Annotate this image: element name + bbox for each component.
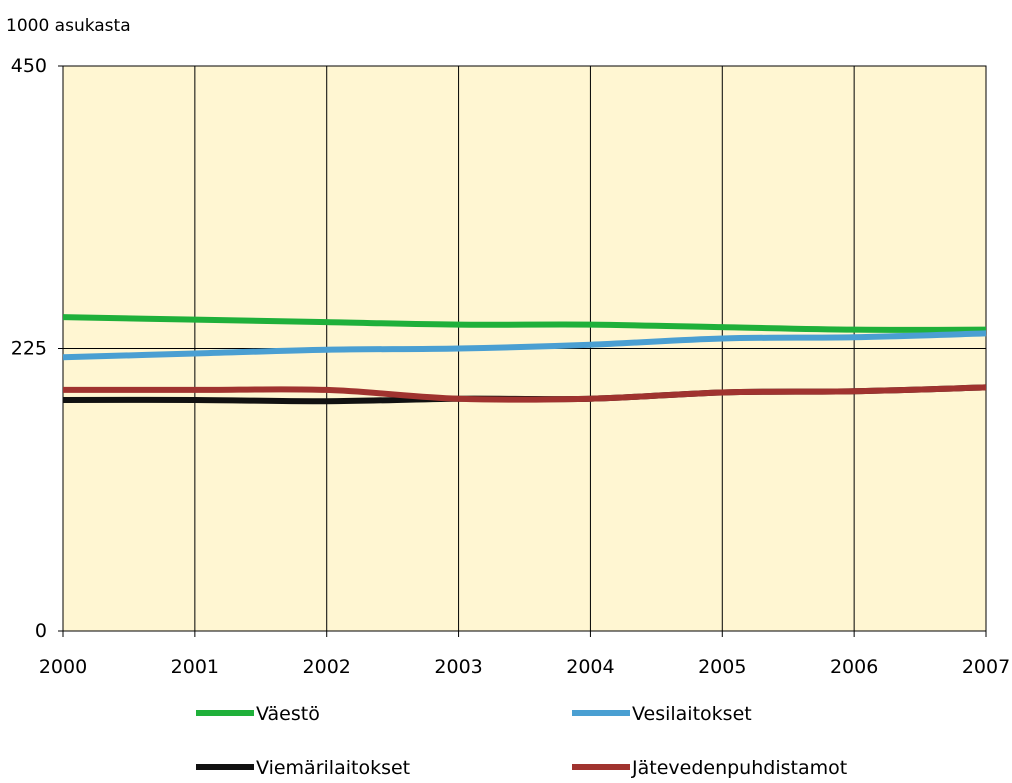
- series-line-1: [62, 314, 987, 333]
- y-tick-label: 450: [11, 55, 47, 77]
- x-axis-ticks: 2000 2001 2002 2003 2004 2005 2006 2007: [39, 631, 1010, 678]
- legend: Väestö Vesilaitokset Viemärilaitokset Jätev…: [196, 703, 847, 779]
- legend-label-1: Väestö: [256, 703, 320, 725]
- y-tick-label: 225: [11, 338, 47, 360]
- x-tick-label: 2003: [434, 656, 482, 678]
- series-lines: [62, 314, 987, 405]
- x-tick-label: 2006: [830, 656, 878, 678]
- x-tick-label: 2002: [303, 656, 351, 678]
- y-tick-label: 0: [35, 620, 47, 642]
- y-axis-ticks: 0 225 450: [11, 55, 63, 642]
- x-tick-label: 2000: [39, 656, 87, 678]
- y-axis-unit-label: 1000 asukasta: [6, 16, 131, 36]
- x-tick-label: 2007: [962, 656, 1010, 678]
- legend-label-2: Vesilaitokset: [632, 703, 752, 725]
- x-tick-label: 2001: [171, 656, 219, 678]
- x-tick-label: 2004: [566, 656, 614, 678]
- series-line-4: [63, 384, 987, 403]
- x-tick-label: 2005: [698, 656, 746, 678]
- legend-label-4: Jätevedenpuhdistamot: [631, 757, 847, 779]
- legend-label-3: Viemärilaitokset: [256, 757, 410, 779]
- series-line-2: [62, 330, 987, 361]
